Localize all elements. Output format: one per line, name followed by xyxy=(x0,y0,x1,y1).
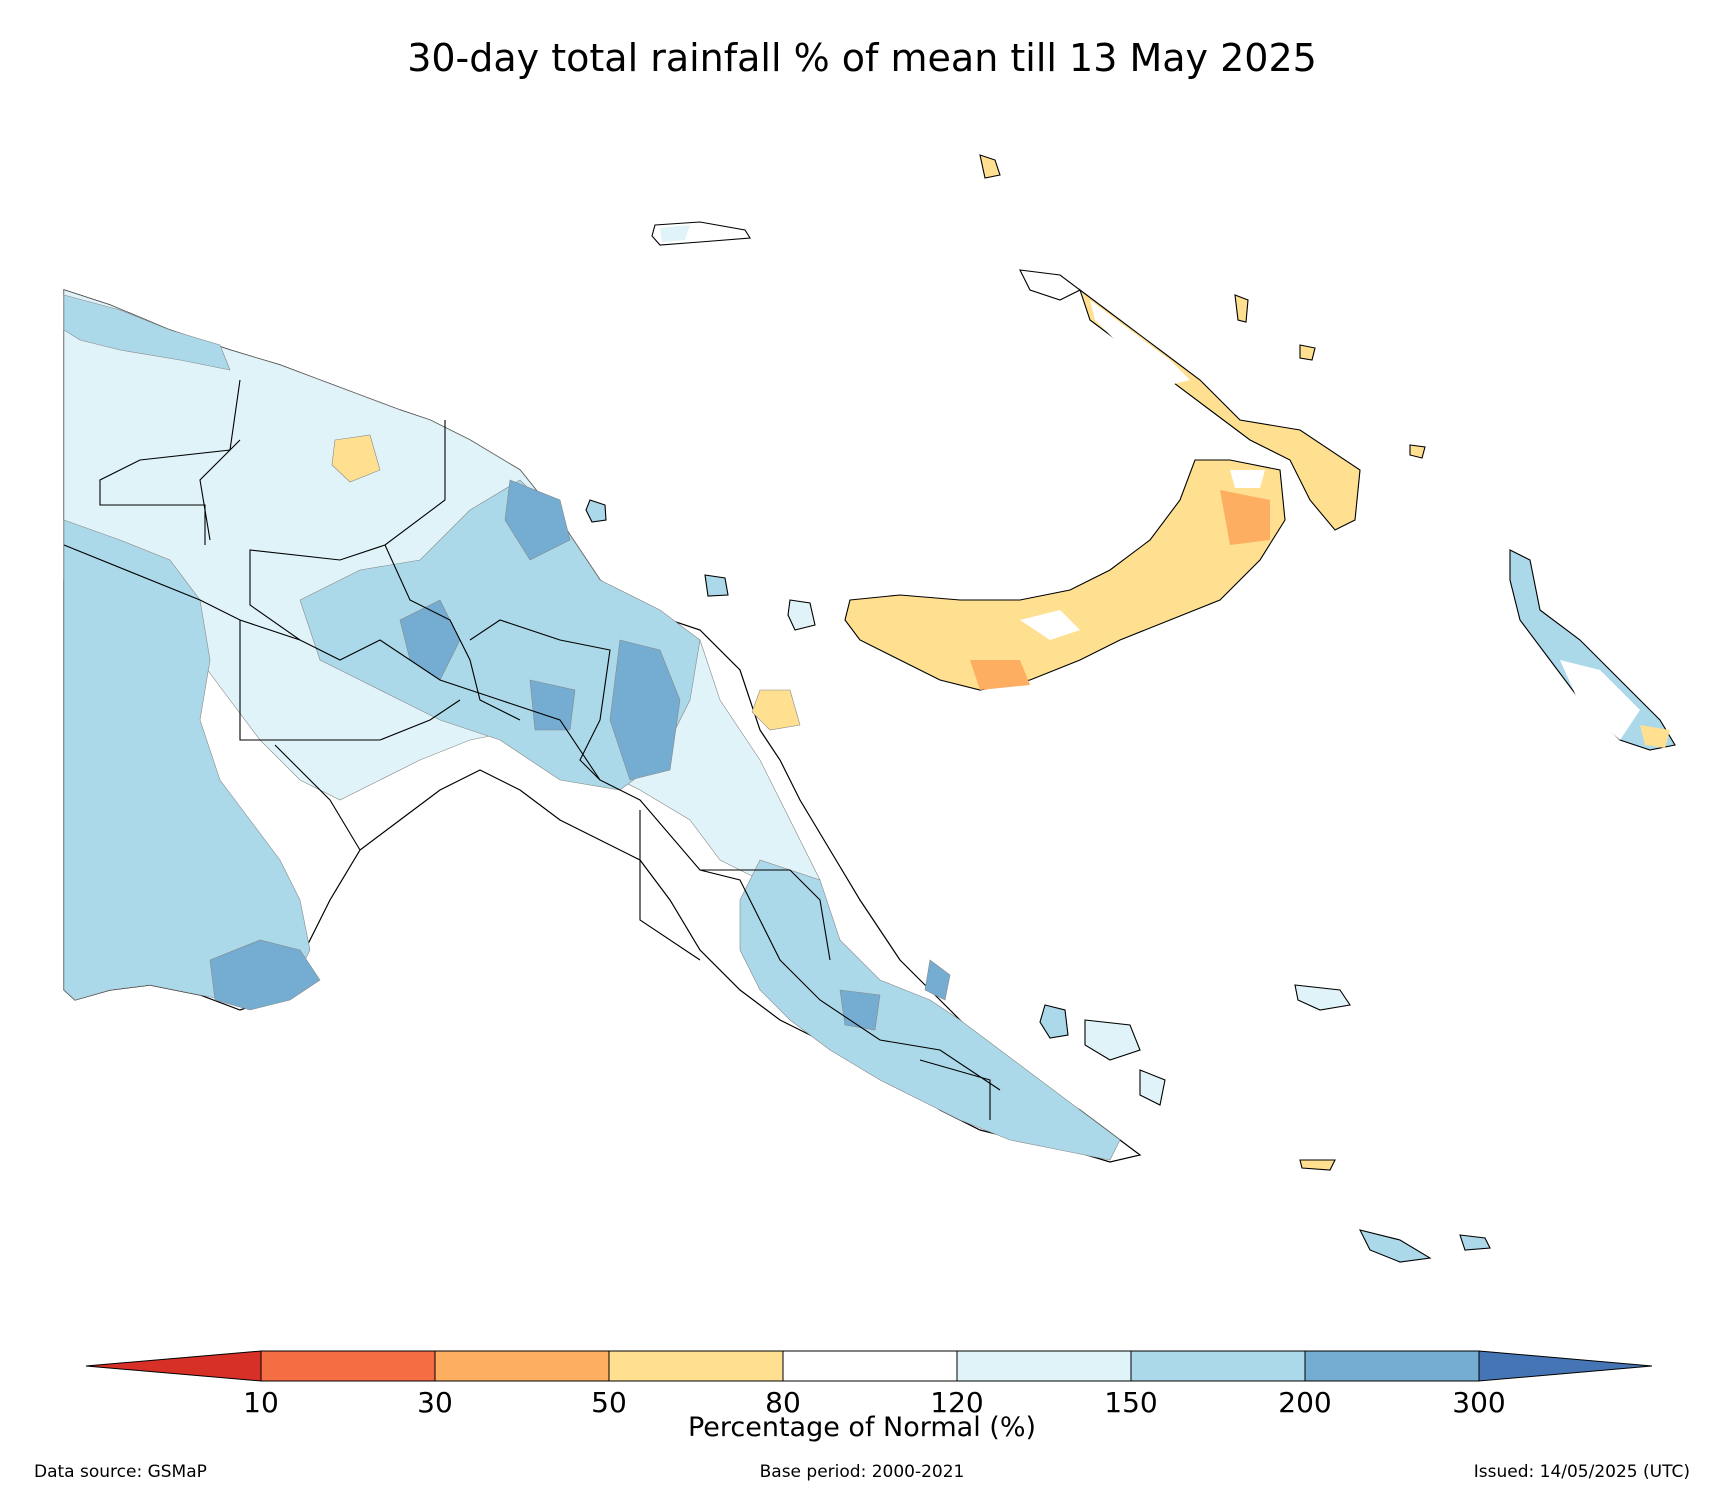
new-britain-white xyxy=(1020,470,1265,640)
colorbar-tick: 300 xyxy=(1452,1386,1506,1419)
bougainville-yellow xyxy=(1640,725,1670,748)
new-britain xyxy=(844,459,1286,691)
new-britain-orange xyxy=(970,490,1270,690)
normanby-island xyxy=(1139,1069,1166,1106)
colorbar-bin xyxy=(1304,1350,1480,1382)
new-hanover xyxy=(1019,269,1082,301)
colorbar-tick: 30 xyxy=(417,1386,453,1419)
colorbar-tick: 200 xyxy=(1278,1386,1332,1419)
mainland xyxy=(63,289,1142,1163)
colorbar-bin xyxy=(956,1350,1132,1382)
tabar-island xyxy=(1234,294,1249,323)
rossel-island xyxy=(1459,1234,1491,1251)
colorbar-label: Percentage of Normal (%) xyxy=(687,1412,1037,1443)
bougainville-white xyxy=(1560,660,1640,740)
misima-island xyxy=(1299,1159,1336,1171)
colorbar-tick: 120 xyxy=(930,1386,984,1419)
colorbar-bin xyxy=(1130,1350,1306,1382)
goodenough-island xyxy=(1039,1004,1069,1039)
zone-150-200-highlands xyxy=(299,479,701,791)
zone-50-80-north xyxy=(331,434,801,731)
colorbar-bin xyxy=(260,1350,436,1382)
fergusson-island xyxy=(1084,1019,1141,1061)
lihir-island xyxy=(1299,344,1316,361)
islands xyxy=(585,154,1676,1263)
colorbar-bin xyxy=(608,1350,784,1382)
colorbar-extend-high xyxy=(1478,1350,1653,1382)
tanga-island xyxy=(1409,444,1426,459)
zone-200-300-highlands xyxy=(399,479,681,781)
colorbar-extend-low xyxy=(85,1350,262,1382)
colorbar-bin xyxy=(782,1350,958,1382)
tagula-island xyxy=(1358,1229,1432,1263)
manus-island-fill xyxy=(660,225,690,242)
colorbar-tick: 150 xyxy=(1104,1386,1158,1419)
map-title: 30-day total rainfall % of mean till 13 … xyxy=(407,36,1317,80)
zone-200-300-south xyxy=(209,939,951,1031)
umboi-island xyxy=(787,599,816,631)
woodlark-island xyxy=(1294,984,1351,1011)
colorbar-tick: 50 xyxy=(591,1386,627,1419)
long-island xyxy=(704,574,729,597)
data-source: Data source: GSMaP xyxy=(34,1462,207,1482)
base-period: Base period: 2000-2021 xyxy=(759,1462,965,1482)
issued-date: Issued: 14/05/2025 (UTC) xyxy=(1473,1462,1690,1482)
new-ireland-white xyxy=(1090,300,1190,385)
colorbar-bin xyxy=(434,1350,610,1382)
province-boundaries xyxy=(63,379,1001,1120)
mussau-island xyxy=(979,154,1001,179)
karkar-island xyxy=(585,499,607,523)
zone-150-200-east xyxy=(739,859,1121,1161)
zone-150-200-north xyxy=(63,294,231,371)
colorbar-tick: 10 xyxy=(243,1386,279,1419)
colorbar-tick: 80 xyxy=(765,1386,801,1419)
